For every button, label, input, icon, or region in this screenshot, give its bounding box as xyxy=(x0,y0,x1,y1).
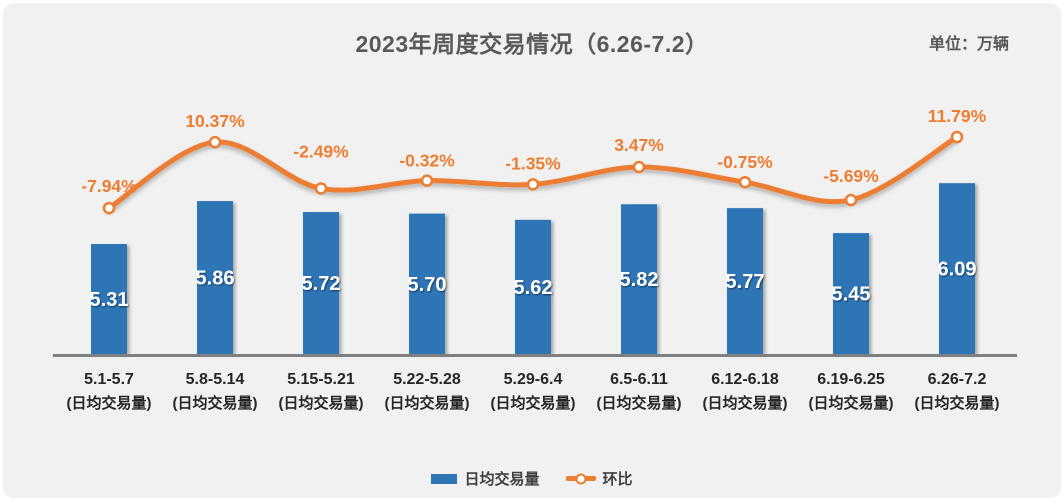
x-axis-sublabel: (日均交易量) xyxy=(915,394,1000,412)
x-axis-label: 5.1-5.7 xyxy=(84,371,134,388)
bar-value-label: 5.86 xyxy=(196,268,235,290)
legend-item-volume: 日均交易量 xyxy=(431,468,540,489)
x-axis-sublabel: (日均交易量) xyxy=(597,394,682,412)
x-axis-label: 5.15-5.21 xyxy=(287,371,355,388)
line-marker xyxy=(632,160,646,174)
x-axis-sublabel: (日均交易量) xyxy=(385,394,470,412)
bar xyxy=(303,212,339,354)
bar xyxy=(409,213,445,354)
bar-swatch-icon xyxy=(431,473,458,484)
percent-label: -0.75% xyxy=(717,152,773,172)
bar xyxy=(91,244,127,354)
line-marker xyxy=(738,175,752,189)
percent-labels: -7.94% 10.37% -2.49% -0.32% -1.35% 3.47% -0.75… xyxy=(81,106,986,196)
bar-value-label: 5.82 xyxy=(620,269,659,291)
legend-label-ratio: 环比 xyxy=(602,471,633,488)
x-axis-label: 5.22-5.28 xyxy=(393,371,461,388)
x-axis-sublabel: (日均交易量) xyxy=(67,394,152,412)
unit-label: 单位：万辆 xyxy=(928,36,1009,53)
x-axis-label: 6.12-6.18 xyxy=(711,371,779,388)
legend: 日均交易量 环比 xyxy=(3,468,1061,489)
bar xyxy=(939,183,975,354)
line-markers xyxy=(102,130,964,215)
x-axis-label: 6.5-6.11 xyxy=(610,371,668,388)
x-axis-sublabel: (日均交易量) xyxy=(279,394,364,412)
bar-series xyxy=(91,183,975,354)
line-marker xyxy=(844,193,858,207)
percent-label: -0.32% xyxy=(399,151,455,171)
bar xyxy=(515,219,551,354)
bar-value-label: 5.62 xyxy=(514,277,553,299)
line-marker xyxy=(208,135,222,149)
bar xyxy=(833,233,869,354)
line-marker xyxy=(314,182,328,195)
percent-label: 10.37% xyxy=(185,111,245,131)
bar-value-label: 5.77 xyxy=(726,271,765,293)
percent-label: 11.79% xyxy=(928,106,987,126)
percent-label: -5.69% xyxy=(823,166,879,186)
percent-label: 3.47% xyxy=(614,135,664,155)
chart-header: 2023年周度交易情况（6.26-7.2） 单位：万辆 xyxy=(3,3,1061,65)
x-axis-label: 5.8-5.14 xyxy=(186,371,245,388)
x-axis-sublabel: (日均交易量) xyxy=(173,394,258,412)
bar-value-label: 5.45 xyxy=(832,284,871,306)
percent-label: -7.94% xyxy=(81,176,137,196)
bar-value-label: 5.70 xyxy=(408,274,447,296)
line-marker xyxy=(420,174,434,187)
legend-item-ratio: 环比 xyxy=(565,468,633,489)
x-axis-sublabel: (日均交易量) xyxy=(491,394,576,412)
line-marker xyxy=(950,130,964,144)
line-marker xyxy=(102,201,116,215)
chart-plot-area: 5.31 5.86 5.72 5.70 5.62 5.82 5.77 5.45 6.09 -7.… xyxy=(53,106,1017,412)
bar xyxy=(197,201,233,354)
chart-title: 2023年周度交易情况（6.26-7.2） xyxy=(355,31,709,57)
bar xyxy=(727,208,763,354)
marker-dot-icon xyxy=(575,473,586,484)
percent-label: -1.35% xyxy=(505,153,561,173)
x-axis-sublabel: (日均交易量) xyxy=(809,394,894,412)
x-axis-sublabel: (日均交易量) xyxy=(703,394,788,412)
bar-value-label: 5.72 xyxy=(302,273,341,295)
x-axis-label: 6.26-7.2 xyxy=(928,371,987,388)
bar-value-label: 5.31 xyxy=(90,289,129,311)
x-axis-label: 5.29-6.4 xyxy=(504,371,563,388)
bar-value-labels: 5.31 5.86 5.72 5.70 5.62 5.82 5.77 5.45 6.09 xyxy=(90,259,977,311)
bar xyxy=(621,204,657,354)
legend-label-volume: 日均交易量 xyxy=(464,471,540,488)
x-axis-label: 6.19-6.25 xyxy=(817,371,885,388)
bar-value-label: 6.09 xyxy=(938,259,977,281)
line-marker xyxy=(526,178,540,191)
percent-label: -2.49% xyxy=(293,141,349,161)
x-axis-labels: 5.1-5.7 (日均交易量) 5.8-5.14 (日均交易量) 5.15-5.21 (日… xyxy=(67,371,1000,412)
line-swatch-icon xyxy=(565,473,596,484)
